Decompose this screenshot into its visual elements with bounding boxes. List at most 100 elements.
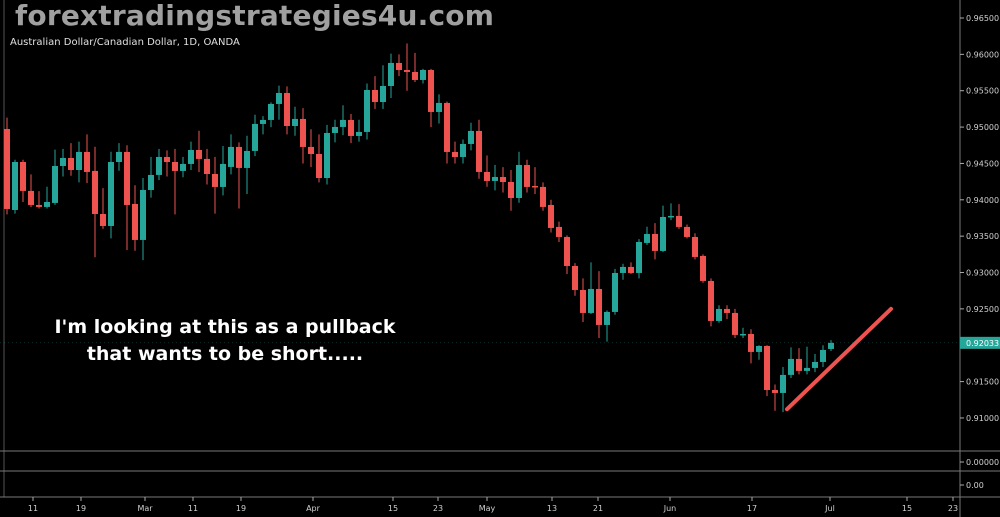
candle-body-down [692,236,698,257]
sub-pane-value-label: 0.00 [966,481,984,490]
y-tick-label: 0.93500 [966,232,999,241]
candle-body-down [236,146,242,168]
candle-body-down [300,118,306,147]
candle-body-down [68,157,74,170]
symbol-title: Australian Dollar/Canadian Dollar, 1D, O… [10,37,240,48]
candle-body-down [284,92,290,126]
candle-body-up [828,342,834,349]
candle-body-down [540,186,546,207]
y-tick-label: 0.92500 [966,305,999,314]
candle-body-down [404,69,410,72]
y-tick-label: 0.94000 [966,196,999,205]
candle-body-up [260,119,266,124]
candle-body-down [452,151,458,157]
annotation-line-2: that wants to be short..... [86,343,364,365]
candle-body-up [788,358,794,375]
candle-body-down [124,151,130,205]
candle-body-down [28,190,34,205]
x-tick-label: 19 [236,504,246,513]
candle-body-down [164,156,170,162]
candle-body-up [812,361,818,368]
candle-body-up [356,131,362,136]
candle-body-down [708,280,714,321]
candle-body-up [636,241,642,273]
x-tick-label: 11 [28,504,38,513]
y-tick-label: 0.95500 [966,87,999,96]
candle-body-down [652,233,658,251]
candle-body-up [620,266,626,273]
candle-body-down [396,62,402,70]
candle-body-down [412,71,418,80]
candle-body-down [628,266,634,273]
candle-body-down [732,312,738,335]
candle-body-up [388,62,394,86]
candle-body-up [420,69,426,80]
candle-body-down [684,226,690,237]
x-tick-label: Apr [306,504,321,513]
candle-body-down [172,161,178,171]
candle-body-up [436,102,442,112]
candle-body-down [204,158,210,174]
y-tick-label: 0.93000 [966,269,999,278]
x-tick-label: 15 [388,504,398,513]
candle-body-up [612,272,618,312]
candle-body-down [132,203,138,240]
candle-body-down [556,226,562,237]
candle-body-down [748,333,754,352]
x-tick-label: Jun [663,504,677,513]
candle-body-up [108,161,114,226]
annotation-line-1: I'm looking at this as a pullback [54,316,396,338]
candle-body-down [4,128,10,209]
candle-body-down [372,89,378,102]
candle-body-down [548,204,554,228]
candle-body-down [500,176,506,182]
candle-body-up [292,118,298,126]
candle-body-down [428,69,434,112]
candle-body-down [308,146,314,154]
candle-body-down [564,236,570,266]
candle-body-up [228,146,234,167]
chart-annotation-text: I'm looking at this as a pullback that w… [20,314,430,368]
candle-body-up [716,308,722,321]
x-tick-label: Jul [824,504,835,513]
candle-body-up [380,85,386,102]
candle-body-up [604,311,610,325]
candle-body-up [268,103,274,120]
sub-pane-value-label: 0.00000 [966,458,999,467]
candle-body-up [188,149,194,164]
candle-body-down [36,204,42,207]
candle-body-down [348,119,354,136]
candle-body-down [444,102,450,152]
candle-body-up [660,216,666,251]
trendline-annotation[interactable] [785,306,893,412]
x-tick-label: 13 [547,504,557,513]
candle-body-down [700,255,706,281]
candle-body-down [580,289,586,313]
candle-body-down [676,215,682,227]
candle-body-up [116,151,122,162]
candle-body-up [276,92,282,104]
candle-body-down [724,308,730,313]
x-tick-label: 23 [433,504,443,513]
candle-body-up [364,89,370,132]
candle-body-up [644,233,650,243]
candle-body-up [780,374,786,393]
candle-body-down [316,153,322,178]
candle-body-up [668,215,674,218]
candle-body-up [52,165,58,203]
candle-body-up [180,163,186,171]
candle-body-down [764,345,770,390]
x-tick-label: 23 [948,504,958,513]
y-tick-label: 0.91500 [966,378,999,387]
candle-body-up [44,201,50,207]
candle-body-up [12,161,18,210]
candle-body-up [516,164,522,198]
candle-body-down [596,288,602,325]
x-tick-label: 11 [188,504,198,513]
candle-body-down [796,358,802,371]
candle-body-up [340,119,346,127]
candle-body-down [524,164,530,187]
candle-body-down [484,171,490,181]
candle-body-down [532,185,538,188]
